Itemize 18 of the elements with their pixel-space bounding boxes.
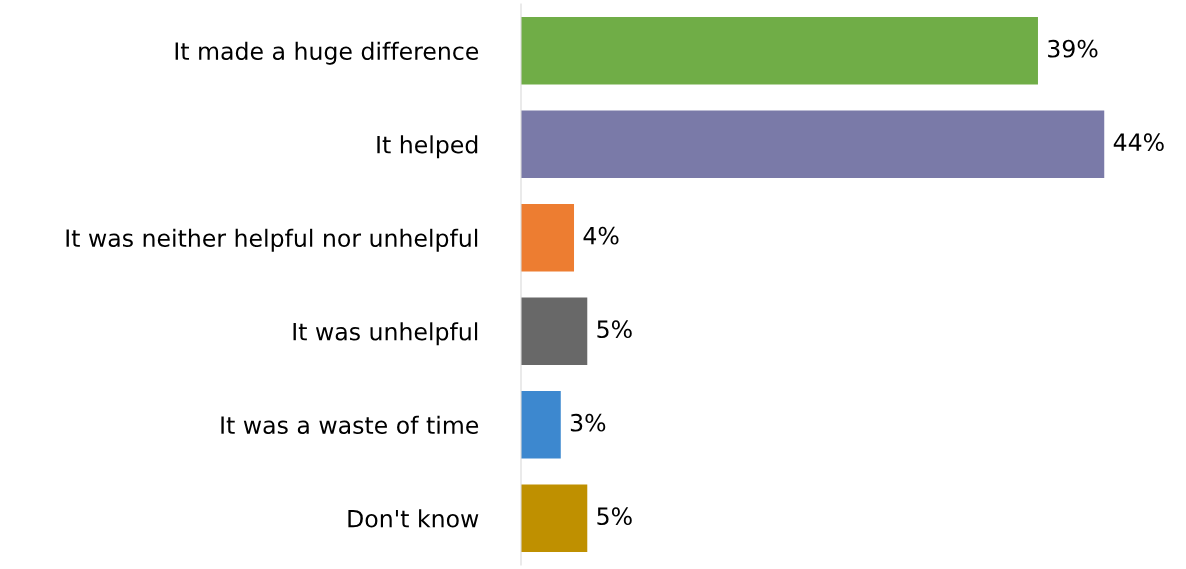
- bar: [521, 17, 1038, 85]
- data-label: 5%: [597, 320, 632, 339]
- data-label: 4%: [583, 226, 619, 245]
- y-tick-label: It was a waste of time: [221, 415, 479, 435]
- y-tick-label: It was unhelpful: [293, 322, 478, 346]
- data-label: 5%: [597, 507, 632, 526]
- bar: [521, 484, 588, 552]
- y-tick-label: It was neither helpful nor unhelpful: [66, 228, 478, 252]
- bar: [521, 391, 561, 459]
- y-tick-label: It helped: [377, 135, 478, 159]
- data-label: 44%: [1113, 133, 1164, 152]
- bar: [521, 204, 575, 272]
- bar: [521, 297, 588, 365]
- bar: [521, 110, 1105, 178]
- data-label: 39%: [1048, 39, 1098, 58]
- data-label: 3%: [570, 413, 606, 432]
- y-tick-label: Don't know: [348, 509, 479, 528]
- y-tick-label: It made a huge difference: [175, 41, 479, 65]
